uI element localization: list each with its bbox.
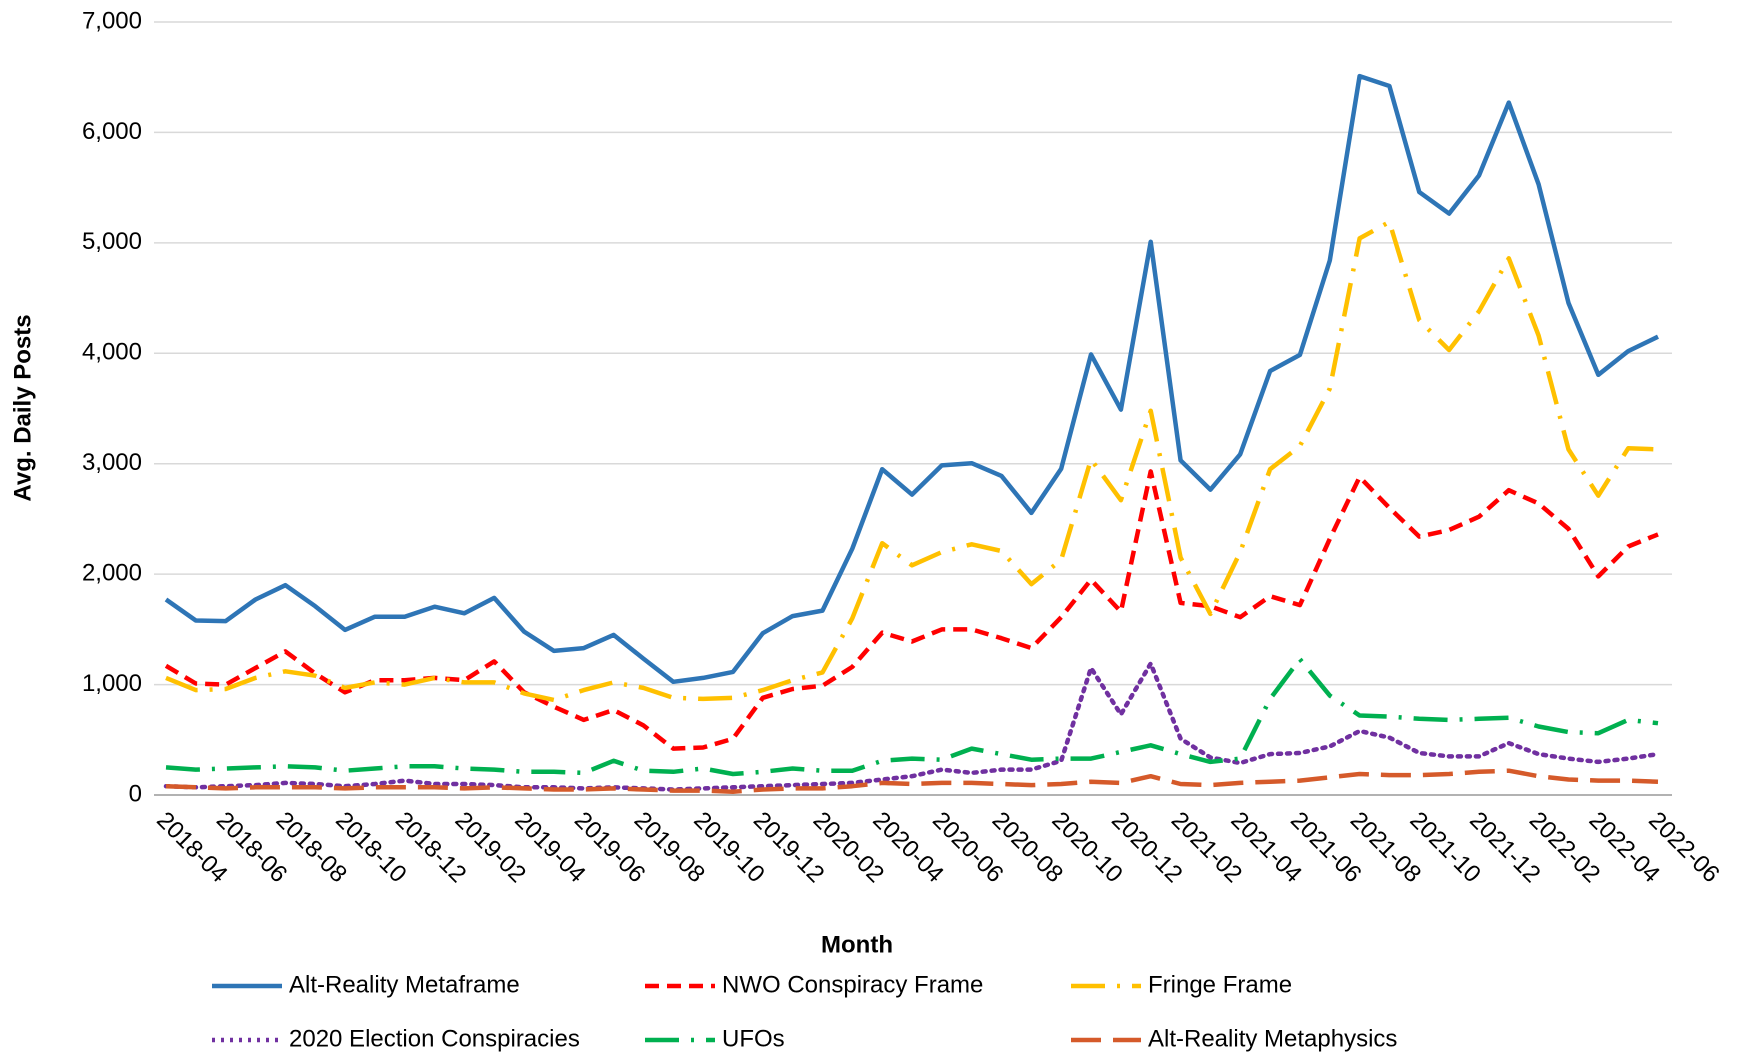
series-line — [163, 661, 1661, 792]
x-axis-title: Month — [821, 931, 893, 958]
series-line — [165, 768, 1659, 794]
legend-label: 2020 Election Conspiracies — [289, 1025, 580, 1052]
legend-label: Fringe Frame — [1148, 971, 1292, 998]
y-tick-label: 2,000 — [82, 559, 142, 586]
y-tick-label: 1,000 — [82, 670, 142, 697]
legend-label: UFOs — [722, 1025, 785, 1052]
legend-label: Alt-Reality Metaphysics — [1148, 1025, 1397, 1052]
series-line — [165, 219, 1659, 703]
series-line — [164, 73, 1659, 685]
y-tick-label: 0 — [129, 780, 142, 807]
y-axis-title: Avg. Daily Posts — [9, 314, 36, 501]
y-tick-label: 5,000 — [82, 228, 142, 255]
y-tick-label: 3,000 — [82, 449, 142, 476]
series-line — [165, 656, 1659, 777]
series-line — [164, 469, 1659, 751]
y-tick-label: 4,000 — [82, 339, 142, 366]
legend-label: NWO Conspiracy Frame — [722, 971, 983, 998]
y-tick-label: 6,000 — [82, 118, 142, 145]
y-tick-label: 7,000 — [82, 7, 142, 34]
legend-label: Alt-Reality Metaframe — [289, 971, 520, 998]
